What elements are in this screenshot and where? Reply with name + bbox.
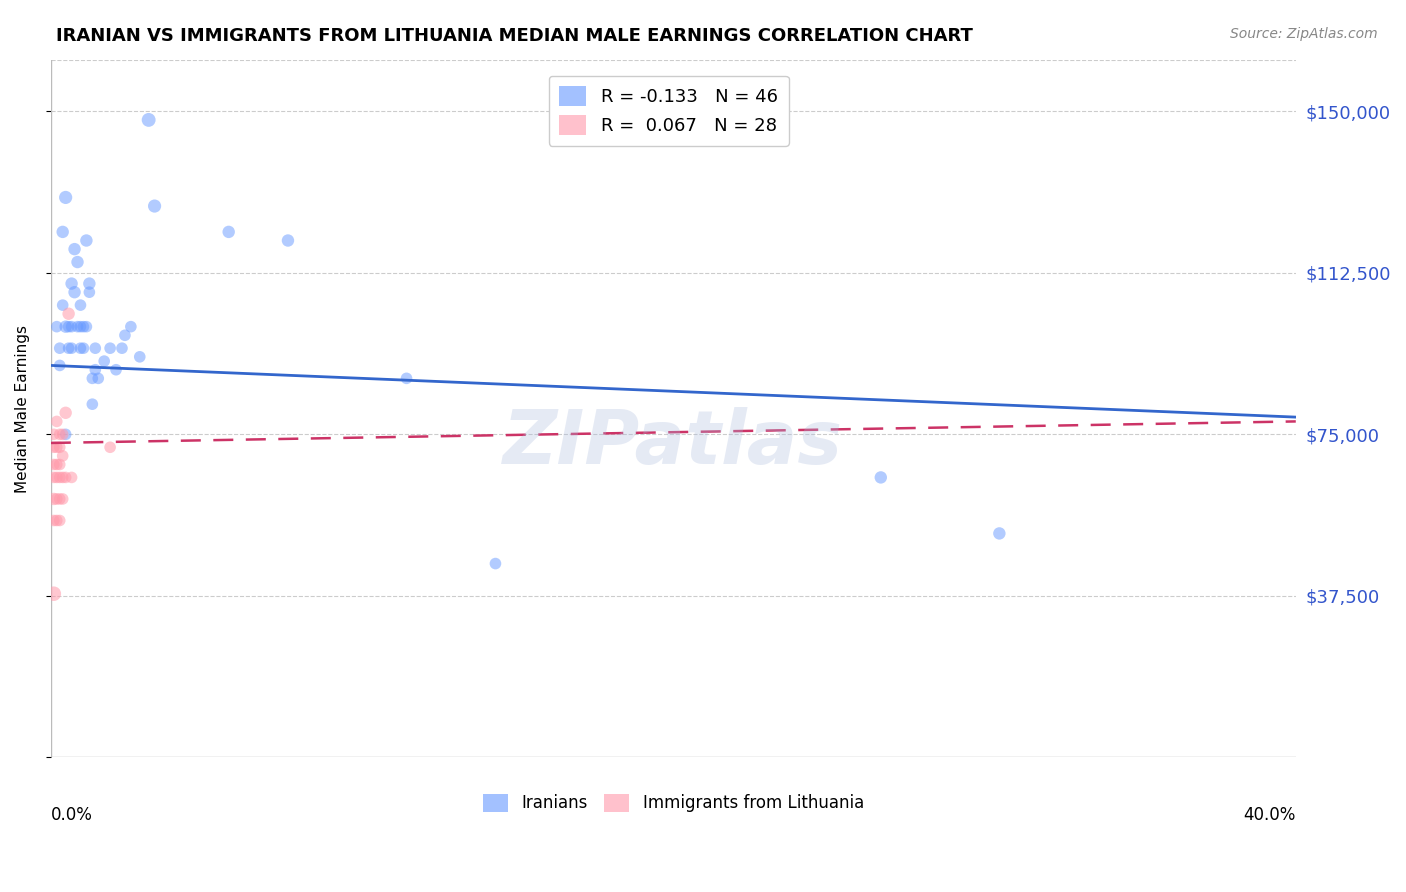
Point [42, 514, 65, 528]
Point [84, 341, 107, 355]
Point [42, 458, 65, 472]
Point [72, 319, 94, 334]
Point [55, 470, 77, 484]
Point [869, 470, 891, 484]
Point [128, 350, 150, 364]
Point [42, 491, 65, 506]
Point [484, 557, 506, 571]
Point [48, 359, 70, 373]
Point [55, 319, 77, 334]
Point [42, 427, 65, 442]
Legend: Iranians, Immigrants from Lithuania: Iranians, Immigrants from Lithuania [477, 787, 870, 819]
Point [42, 440, 65, 454]
Text: ZIPatlas: ZIPatlas [503, 407, 844, 480]
Text: Source: ZipAtlas.com: Source: ZipAtlas.com [1230, 27, 1378, 41]
Text: 40.0%: 40.0% [1243, 806, 1296, 824]
Point [42, 587, 65, 601]
Point [143, 199, 166, 213]
Point [60, 470, 83, 484]
Point [60, 277, 83, 291]
Point [60, 319, 83, 334]
Point [45, 491, 67, 506]
Point [69, 298, 91, 312]
Point [55, 427, 77, 442]
Point [988, 526, 1011, 541]
Point [42, 470, 65, 484]
Point [82, 371, 104, 385]
Point [395, 371, 418, 385]
Point [45, 458, 67, 472]
Point [98, 341, 121, 355]
Point [84, 362, 107, 376]
Point [48, 514, 70, 528]
Point [218, 225, 240, 239]
Point [72, 341, 94, 355]
Point [277, 234, 299, 248]
Point [63, 285, 86, 300]
Point [45, 514, 67, 528]
Point [48, 458, 70, 472]
Point [63, 242, 86, 256]
Point [52, 225, 75, 239]
Point [45, 414, 67, 428]
Point [52, 427, 75, 442]
Point [48, 470, 70, 484]
Point [58, 319, 80, 334]
Point [69, 319, 91, 334]
Point [98, 440, 121, 454]
Point [66, 255, 89, 269]
Point [48, 491, 70, 506]
Point [45, 319, 67, 334]
Point [55, 190, 77, 204]
Point [45, 440, 67, 454]
Text: IRANIAN VS IMMIGRANTS FROM LITHUANIA MEDIAN MALE EARNINGS CORRELATION CHART: IRANIAN VS IMMIGRANTS FROM LITHUANIA MED… [56, 27, 973, 45]
Point [114, 328, 136, 343]
Point [52, 491, 75, 506]
Point [52, 449, 75, 463]
Y-axis label: Median Male Earnings: Median Male Earnings [15, 325, 30, 492]
Text: 0.0%: 0.0% [51, 806, 93, 824]
Point [111, 341, 134, 355]
Point [105, 362, 128, 376]
Point [69, 341, 91, 355]
Point [138, 112, 160, 127]
Point [58, 307, 80, 321]
Point [48, 440, 70, 454]
Point [66, 319, 89, 334]
Point [79, 285, 101, 300]
Point [87, 371, 110, 385]
Point [93, 354, 115, 368]
Point [75, 319, 97, 334]
Point [60, 341, 83, 355]
Point [48, 341, 70, 355]
Point [55, 406, 77, 420]
Point [120, 319, 142, 334]
Point [79, 277, 101, 291]
Point [45, 470, 67, 484]
Point [75, 234, 97, 248]
Point [52, 298, 75, 312]
Point [82, 397, 104, 411]
Point [48, 427, 70, 442]
Point [52, 470, 75, 484]
Point [58, 341, 80, 355]
